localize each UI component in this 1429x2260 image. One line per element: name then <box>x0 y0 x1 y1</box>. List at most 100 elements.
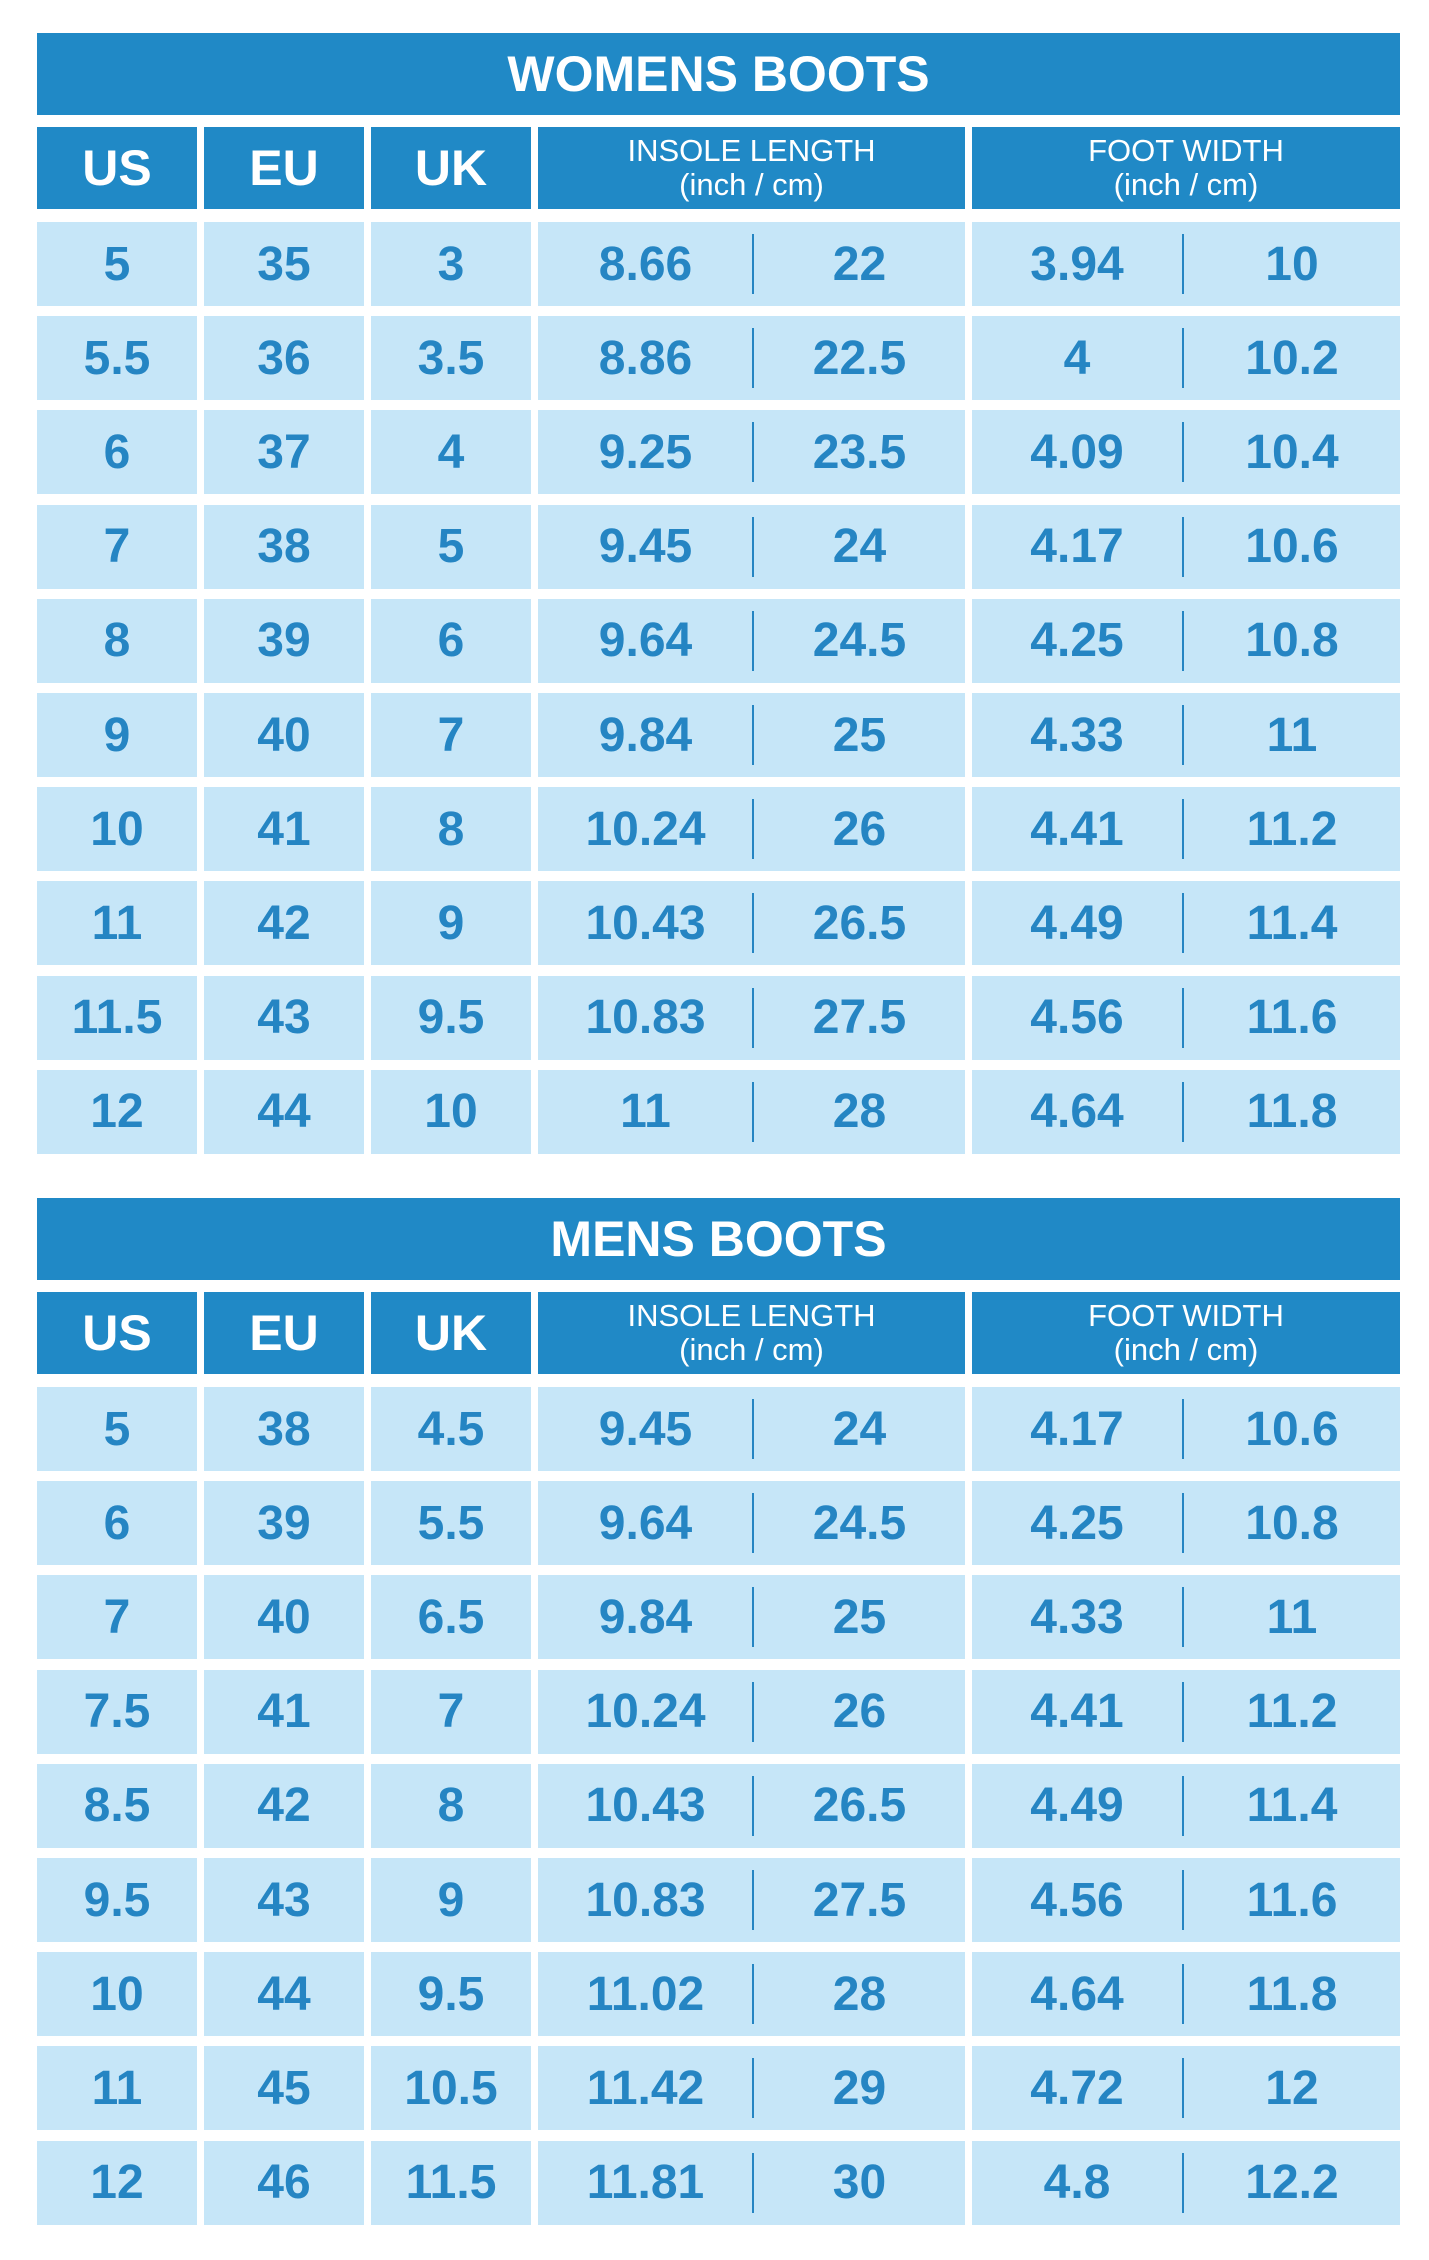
cell-eu: 42 <box>204 1763 364 1848</box>
cell-insole-cm: 24 <box>832 1402 887 1456</box>
header-us: US <box>37 127 197 209</box>
cell-insole-inch: 10.24 <box>585 1685 706 1739</box>
cell-eu: 40 <box>204 693 364 777</box>
cell-insole-cm: 25 <box>832 708 887 762</box>
divider <box>752 516 754 577</box>
divider <box>752 705 754 765</box>
cell-eu: 38 <box>204 504 364 589</box>
cell-width-cm: 11 <box>1266 708 1318 762</box>
header-insole-length: INSOLE LENGTH (inch / cm) <box>538 127 965 209</box>
divider <box>1182 705 1184 765</box>
cell-insole-inch: 9.64 <box>598 614 693 668</box>
divider <box>752 1399 754 1459</box>
cell-width <box>972 1952 1400 2037</box>
header-unit: (inch / cm) <box>1113 167 1259 202</box>
cell-width <box>972 1069 1400 1154</box>
cell-insole-inch: 9.84 <box>598 1590 693 1644</box>
cell-insole-cm: 26.5 <box>812 1779 907 1833</box>
divider <box>752 987 754 1048</box>
cell-width-cm: 12.2 <box>1245 2156 1339 2210</box>
cell-width-inch: 4.09 <box>1030 425 1124 479</box>
divider <box>1182 1681 1184 1742</box>
cell-insole-inch: 10.83 <box>585 1873 706 1927</box>
cell-insole <box>538 1669 965 1754</box>
cell-us: 11.5 <box>37 975 197 1060</box>
cell-us: 11 <box>37 2046 197 2131</box>
divider <box>1182 1964 1184 2025</box>
cell-insole <box>538 881 965 966</box>
cell-eu: 39 <box>204 1481 364 1566</box>
cell-width-cm: 11 <box>1266 1590 1318 1644</box>
divider <box>1182 2152 1184 2213</box>
cell-uk: 8 <box>371 787 531 872</box>
header-label: FOOT WIDTH <box>1088 1298 1284 1333</box>
cell-width <box>972 598 1400 683</box>
cell-insole-cm: 26 <box>832 1685 887 1739</box>
cell-width <box>972 1481 1400 1566</box>
cell-insole <box>538 598 965 683</box>
cell-eu: 43 <box>204 975 364 1060</box>
cell-insole-cm: 23.5 <box>812 425 907 479</box>
cell-us: 10 <box>37 1952 197 2037</box>
cell-uk: 6.5 <box>371 1575 531 1660</box>
divider <box>752 1964 754 2025</box>
cell-insole <box>538 316 965 401</box>
cell-insole-cm: 24.5 <box>812 614 907 668</box>
cell-width-cm: 11.2 <box>1246 802 1338 856</box>
cell-width-inch: 4.33 <box>1030 708 1124 762</box>
cell-eu: 36 <box>204 316 364 401</box>
cell-eu: 41 <box>204 1669 364 1754</box>
cell-width-inch: 4.33 <box>1030 1590 1124 1644</box>
cell-insole-cm: 26 <box>832 802 887 856</box>
divider <box>752 1870 754 1930</box>
header-uk: UK <box>371 127 531 209</box>
cell-insole <box>538 1763 965 1848</box>
cell-eu: 37 <box>204 410 364 495</box>
cell-us: 8.5 <box>37 1763 197 1848</box>
cell-width-inch: 4.56 <box>1030 991 1124 1045</box>
cell-insole-inch: 11.81 <box>586 2156 705 2210</box>
cell-eu: 40 <box>204 1575 364 1660</box>
cell-insole-inch: 9.45 <box>598 520 693 574</box>
divider <box>752 1681 754 1742</box>
cell-width-inch: 4.25 <box>1030 1496 1124 1550</box>
divider <box>1182 987 1184 1048</box>
cell-width <box>972 1763 1400 1848</box>
cell-insole-inch: 11.42 <box>586 2061 705 2115</box>
cell-uk: 9 <box>371 1858 531 1942</box>
cell-width-cm: 10.6 <box>1245 1402 1339 1456</box>
divider <box>752 1587 754 1648</box>
cell-width-inch: 4.49 <box>1030 896 1124 950</box>
divider <box>1182 234 1184 294</box>
cell-us: 12 <box>37 1069 197 1154</box>
cell-uk: 7 <box>371 693 531 777</box>
header-insole-length: INSOLE LENGTH (inch / cm) <box>538 1292 965 1374</box>
cell-uk: 5.5 <box>371 1481 531 1566</box>
cell-width <box>972 222 1400 306</box>
cell-width <box>972 787 1400 872</box>
cell-uk: 10 <box>371 1069 531 1154</box>
cell-eu: 46 <box>204 2140 364 2225</box>
divider <box>1182 1493 1184 1554</box>
cell-width-cm: 11.8 <box>1246 1967 1338 2021</box>
cell-width <box>972 1858 1400 1942</box>
divider <box>1182 1775 1184 1836</box>
cell-insole <box>538 1387 965 1471</box>
divider <box>1182 516 1184 577</box>
divider <box>1182 2058 1184 2119</box>
cell-insole-inch: 9.45 <box>598 1402 693 1456</box>
cell-insole <box>538 1069 965 1154</box>
cell-insole <box>538 504 965 589</box>
cell-insole-cm: 27.5 <box>812 991 907 1045</box>
cell-insole <box>538 2046 965 2131</box>
cell-uk: 4 <box>371 410 531 495</box>
cell-insole-cm: 28 <box>832 1967 887 2021</box>
cell-us: 5 <box>37 1387 197 1471</box>
cell-width-inch: 4.72 <box>1030 2061 1124 2115</box>
cell-us: 9 <box>37 693 197 777</box>
cell-insole-inch: 11 <box>620 1085 671 1139</box>
cell-us: 10 <box>37 787 197 872</box>
header-eu: EU <box>204 127 364 209</box>
cell-width-inch: 3.94 <box>1030 237 1124 291</box>
cell-insole <box>538 787 965 872</box>
